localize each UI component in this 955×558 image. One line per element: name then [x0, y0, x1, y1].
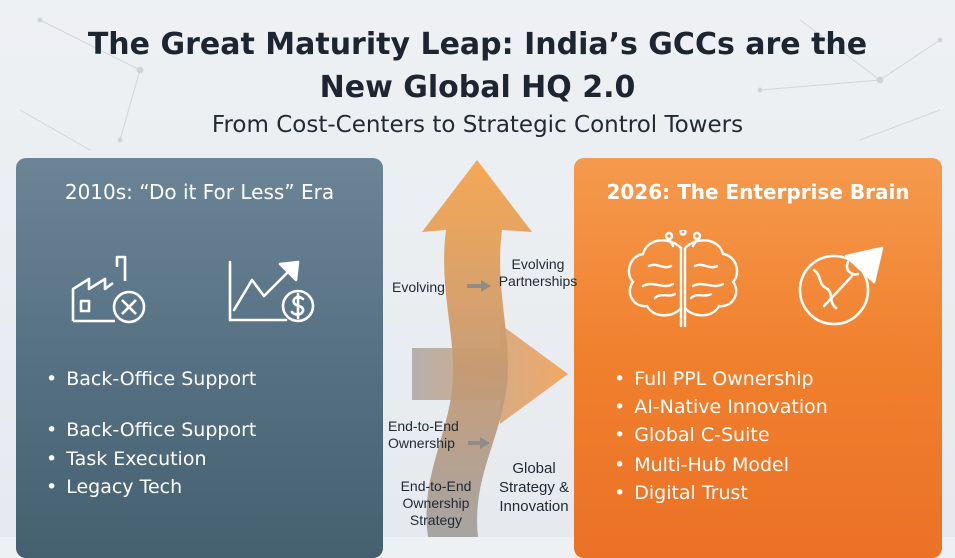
up-arrow-shape [422, 160, 532, 537]
page-title-line-2: New Global HQ 2.0 [319, 70, 636, 105]
label-line: Partnerships [498, 273, 578, 289]
legacy-era-title: 2010s: “Do it For Less” Era [64, 180, 335, 204]
enterprise-bullet-item: Multi-Hub Model [614, 454, 789, 476]
label-line: Innovation [499, 498, 569, 515]
end-to-end-ownership-label: End-to-End Ownership [388, 418, 459, 452]
enterprise-brain-title: 2026: The Enterprise Brain [606, 180, 910, 204]
enterprise-brain-panel: 2026: The Enterprise Brain Full PPL Owne… [574, 158, 942, 558]
label-line: End-to-End [388, 418, 459, 434]
legacy-bullet-item: Legacy Tech [46, 476, 182, 498]
label-line: End-to-End [400, 478, 472, 494]
background-network-pattern [19, 17, 943, 151]
enterprise-bullet-item: Global C-Suite [614, 424, 769, 446]
label-line: Global [512, 460, 556, 477]
evolving-partnerships-label: Evolving Partnerships [492, 256, 584, 290]
end-to-end-ownership-strategy-label: End-to-End Ownership Strategy [398, 478, 474, 529]
brain-circuit-icon [627, 230, 739, 328]
global-strategy-innovation-label: Global Strategy & Innovation [492, 459, 576, 516]
enterprise-bullet-item: AI-Native Innovation [614, 396, 828, 418]
enterprise-bullet-item: Full PPL Ownership [614, 368, 813, 390]
label-line: Strategy [409, 512, 463, 528]
transition-arrows [412, 160, 568, 537]
legacy-bullet-item: Back-Office Support [46, 419, 256, 441]
enterprise-bullet-item: Digital Trust [614, 482, 748, 504]
factory-cancel-icon [71, 255, 146, 324]
label-line: Ownership [388, 435, 455, 451]
legacy-bullet-item: Task Execution [46, 448, 206, 470]
evolving-label: Evolving [392, 279, 445, 295]
arrow-right-small-icon [468, 437, 490, 449]
globe-growth-icon [798, 246, 884, 326]
arrow-right-small-icon [467, 280, 491, 292]
label-line: Ownership [402, 495, 470, 511]
chart-dollar-icon [228, 260, 315, 323]
label-line: Evolving [511, 256, 565, 272]
legacy-era-panel: 2010s: “Do it For Less” Era Back-Office … [16, 158, 383, 558]
label-line: Strategy & [498, 479, 570, 496]
legacy-bullet-item: Back-Office Support [46, 368, 256, 390]
page-subtitle: From Cost-Centers to Strategic Control T… [211, 112, 744, 138]
page-title-line-1: The Great Maturity Leap: India’s GCCs ar… [87, 27, 868, 62]
